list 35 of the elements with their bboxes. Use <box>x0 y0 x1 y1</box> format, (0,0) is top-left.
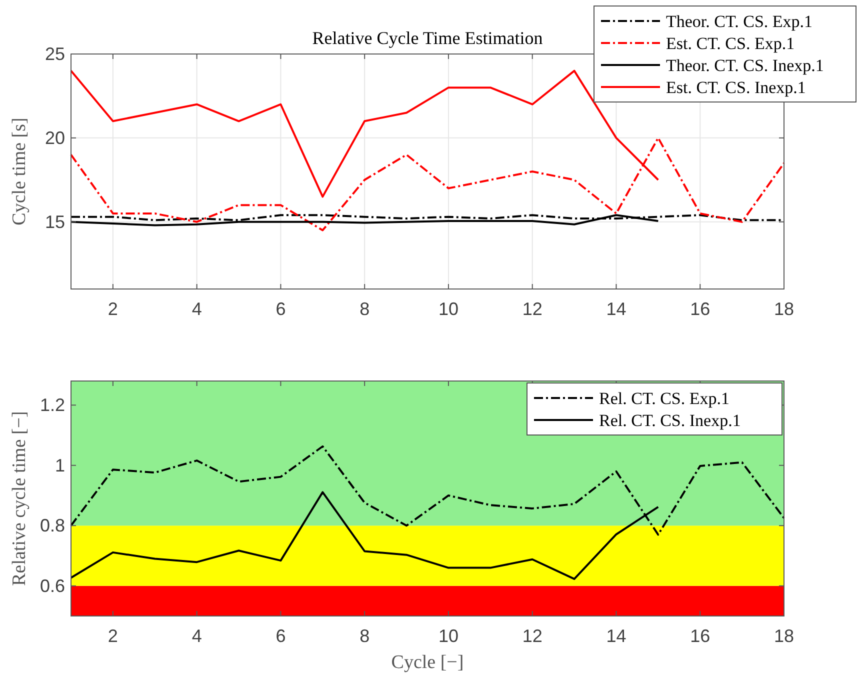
y-tick-label: 20 <box>44 128 65 148</box>
x-tick-label: 2 <box>108 626 118 646</box>
legend-label: Est. CT. CS. Exp.1 <box>666 34 795 53</box>
y-tick-label: 0.6 <box>40 576 65 596</box>
legend-label: Est. CT. CS. Inexp.1 <box>666 78 806 97</box>
x-tick-label: 6 <box>276 626 286 646</box>
x-tick-label: 4 <box>192 299 202 319</box>
x-tick-label: 10 <box>438 626 458 646</box>
x-tick-label: 8 <box>360 626 370 646</box>
x-tick-label: 10 <box>438 299 458 319</box>
x-tick-label: 4 <box>192 626 202 646</box>
legend-label: Theor. CT. CS. Inexp.1 <box>666 56 824 75</box>
y-axis-title: Cycle time [s] <box>9 118 30 226</box>
x-tick-label: 12 <box>522 299 542 319</box>
x-tick-label: 6 <box>276 299 286 319</box>
x-tick-label: 18 <box>774 626 794 646</box>
x-tick-label: 18 <box>774 299 794 319</box>
y-axis-title: Relative cycle time [−] <box>9 411 30 586</box>
x-tick-label: 16 <box>690 299 710 319</box>
x-tick-label: 12 <box>522 626 542 646</box>
y-tick-label: 1.2 <box>40 395 65 416</box>
x-tick-label: 14 <box>606 626 626 646</box>
legend-label: Rel. CT. CS. Exp.1 <box>599 389 730 408</box>
y-tick-label: 25 <box>44 44 65 64</box>
x-tick-label: 14 <box>606 299 626 319</box>
x-tick-label: 2 <box>108 299 118 319</box>
legend-label: Rel. CT. CS. Inexp.1 <box>599 411 741 430</box>
legend-label: Theor. CT. CS. Exp.1 <box>666 12 813 31</box>
x-axis-title: Cycle [−] <box>391 652 464 673</box>
x-tick-label: 8 <box>360 299 370 319</box>
x-tick-label: 16 <box>690 626 710 646</box>
y-tick-label: 1 <box>54 455 65 476</box>
y-tick-label: 15 <box>44 212 65 232</box>
y-tick-label: 0.8 <box>40 516 65 536</box>
chart-title: Relative Cycle Time Estimation <box>312 28 543 48</box>
